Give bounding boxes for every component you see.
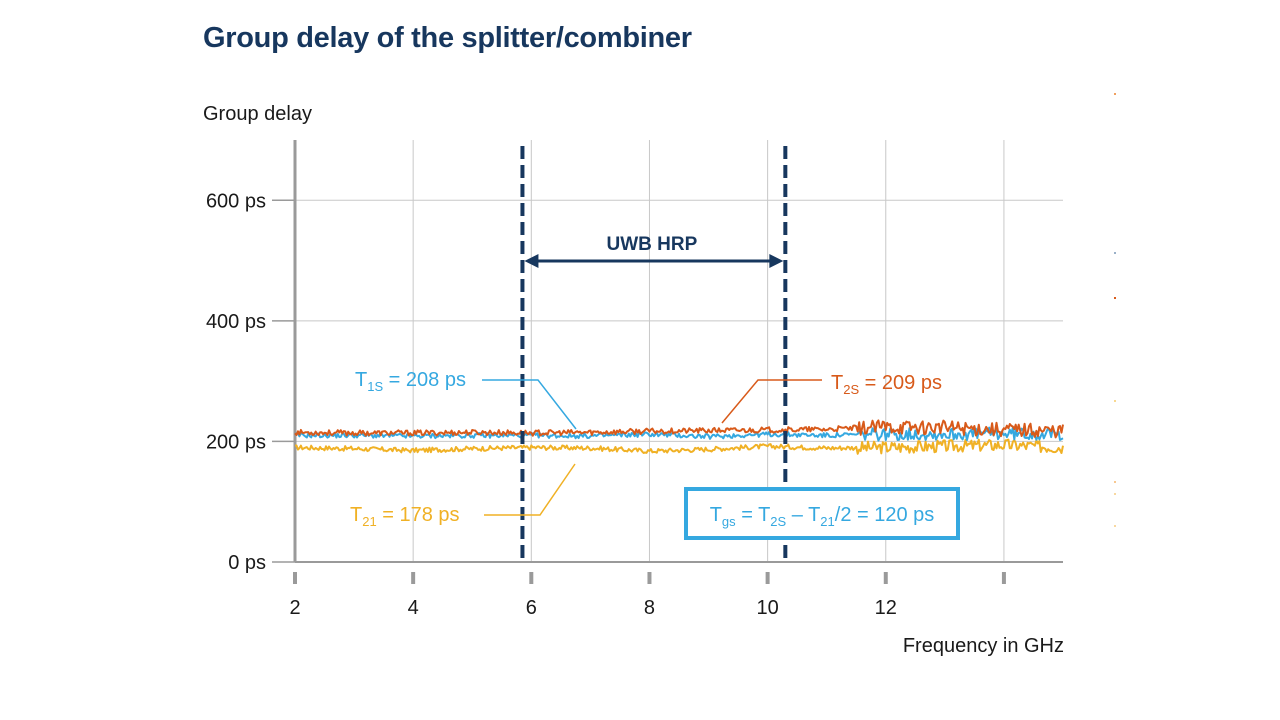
x-tick-label: 6 [526,597,537,619]
edge-mark [1114,252,1116,254]
edge-mark [1114,525,1116,527]
formula-box [684,487,960,540]
series-line-t1s [294,426,1064,442]
x-tick-label: 8 [644,597,655,619]
series-lines [294,419,1064,455]
y-tick-label: 200 ps [206,431,266,453]
annotations: T1S = 208 ps T2S = 209 ps T21 = 178 ps Tgs … [350,369,960,540]
t1s-leader [482,379,577,430]
axes: 0 ps 200 ps 400 ps 600 ps 2 4 6 8 10 12 [206,140,1063,619]
t21-label: T21 = 178 ps [350,504,460,529]
y-axis-label: Group delay [203,103,312,125]
t2s-label: T2S = 209 ps [831,372,942,397]
grid-lines [294,140,1063,562]
x-tick-label: 12 [875,597,897,619]
t2s-leader [721,379,822,424]
edge-mark [1114,493,1116,495]
band-arrow-right-head [769,254,784,268]
formula-text: Tgs = T2S – T21/2 = 120 ps [710,504,935,529]
chart-title: Group delay of the splitter/combiner [203,22,692,54]
x-axis-label: Frequency in GHz [903,635,1064,657]
edge-mark [1114,93,1116,95]
edge-mark [1114,297,1116,299]
y-tick-label: 0 ps [228,552,266,574]
x-tick-label: 10 [756,597,778,619]
band-arrow-left-head [524,254,539,268]
t21-leader [484,463,576,516]
y-tick-label: 400 ps [206,311,266,333]
uwb-band: UWB HRP [520,146,788,562]
edge-mark [1114,481,1116,483]
x-tick-label: 2 [289,597,300,619]
edge-mark [1114,400,1116,402]
series-line-t2s [294,419,1064,439]
band-label: UWB HRP [607,234,698,255]
t1s-label: T1S = 208 ps [355,369,466,394]
x-tick-label: 4 [408,597,419,619]
y-tick-label: 600 ps [206,190,266,212]
series-line-t21 [294,438,1064,455]
